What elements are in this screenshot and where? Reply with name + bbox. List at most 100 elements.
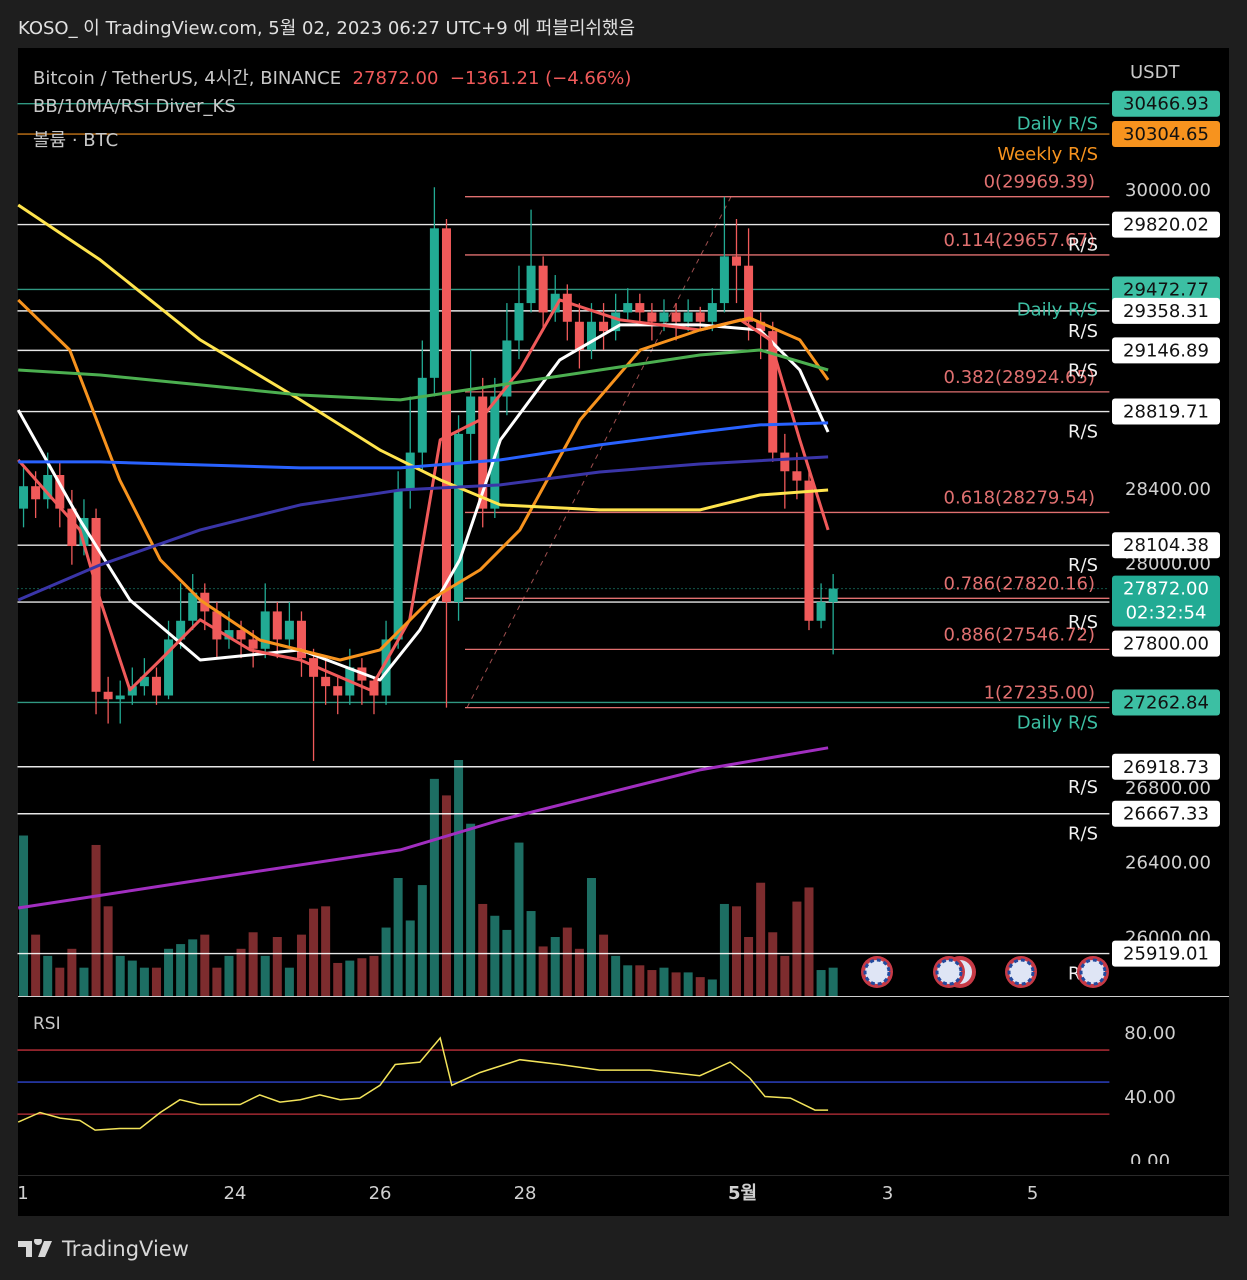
volume-bar <box>562 927 572 996</box>
candle-body <box>502 340 512 397</box>
volume-bar <box>151 967 161 996</box>
level-note: R/S <box>1068 235 1098 256</box>
rsi-axis-mask <box>1112 1164 1229 1175</box>
candle-body <box>127 686 137 696</box>
candle-body <box>224 630 234 640</box>
candle-body <box>707 303 717 322</box>
level-note: Daily R/S <box>1017 114 1098 135</box>
candle-body <box>683 312 693 322</box>
volume-bar <box>599 934 609 996</box>
volume-bar <box>393 878 403 996</box>
level-note: R/S <box>1068 321 1098 342</box>
volume-bar <box>611 955 621 996</box>
candle-body <box>611 312 621 332</box>
header: KOSO_ 이 TradingView.com, 5월 02, 2023 06:… <box>18 18 636 39</box>
volume-bar <box>574 948 584 996</box>
volume-bar <box>792 901 802 996</box>
candle-body <box>309 658 319 677</box>
volume-bar <box>188 939 198 996</box>
level-tag-label: 29358.31 <box>1123 301 1209 322</box>
candle-body <box>574 321 584 350</box>
level-note: R/S <box>1068 824 1098 845</box>
candle-body <box>526 265 536 304</box>
candle-body <box>369 680 379 696</box>
level-tag <box>1112 297 1220 324</box>
level-tag-label: 27262.84 <box>1123 692 1209 713</box>
candle-body <box>816 602 826 621</box>
volume-bar <box>683 972 693 996</box>
fib-label: 0.886(27546.72) <box>944 624 1095 645</box>
candle-body <box>67 508 77 547</box>
rsi-tick-label: 40.00 <box>1124 1087 1176 1108</box>
y-tick-label: 28000.00 <box>1125 554 1211 575</box>
fib-label: 0.618(28279.54) <box>944 487 1095 508</box>
level-note: Daily R/S <box>1017 712 1098 733</box>
volume-bar <box>19 835 29 996</box>
candle-body <box>731 256 741 266</box>
volume-bar <box>466 823 476 996</box>
ma-line <box>18 421 829 470</box>
volume-bar <box>369 955 379 996</box>
candle-body <box>647 312 657 322</box>
y-tick-label: 26800.00 <box>1125 778 1211 799</box>
event-icons[interactable] <box>861 956 1109 988</box>
volume-bar <box>429 778 439 996</box>
level-tag-label: 29820.02 <box>1123 215 1209 236</box>
candle-body <box>260 611 270 649</box>
level-note: Daily R/S <box>1017 299 1098 320</box>
volume-bar <box>804 887 814 996</box>
candle-body <box>695 312 705 322</box>
fib-label: 1(27235.00) <box>984 683 1095 704</box>
candle-body <box>478 396 488 509</box>
candle-body <box>780 452 790 472</box>
candle-body <box>79 517 89 547</box>
candle-body <box>550 293 560 313</box>
level-tag <box>1112 90 1220 117</box>
candle-body <box>393 489 403 640</box>
volume-bar <box>671 972 681 996</box>
level-tag <box>1112 337 1220 364</box>
volume-bar <box>333 962 343 996</box>
candle-body <box>139 676 149 687</box>
volume-bar <box>357 958 367 996</box>
candle-body <box>454 433 464 603</box>
level-tag <box>1112 276 1220 303</box>
level-tag-label: 26667.33 <box>1123 804 1209 825</box>
fib-label: 0.382(28924.65) <box>944 367 1095 388</box>
volume-bar <box>164 948 174 996</box>
level-tag-label: 29472.77 <box>1123 279 1209 300</box>
candle-body <box>236 630 246 640</box>
candle-body <box>417 377 427 453</box>
candle-body <box>296 620 306 659</box>
candle-body <box>151 676 161 696</box>
candle-body <box>804 480 814 621</box>
volume-bar <box>707 979 717 996</box>
volume-bar <box>139 967 149 996</box>
last-price-tag <box>1112 575 1220 627</box>
ma-line <box>17 455 829 602</box>
ma-line <box>17 298 830 662</box>
candle-body <box>562 293 572 322</box>
last-price: 27872.00 <box>352 68 439 89</box>
candle-body <box>55 475 65 509</box>
candle-body <box>538 265 548 313</box>
level-tag <box>1112 532 1220 559</box>
volume-bar <box>550 937 560 996</box>
volume-bar <box>43 955 53 996</box>
candle-body <box>599 321 609 332</box>
volume-bar <box>478 903 488 996</box>
level-note: Weekly R/S <box>997 144 1098 165</box>
fib-label: 0.114(29657.67) <box>944 230 1095 251</box>
level-tag-label: 27800.00 <box>1123 634 1209 655</box>
candle-body <box>586 321 596 350</box>
candle-body <box>103 691 113 700</box>
volume-bar <box>321 906 331 996</box>
countdown: 02:32:54 <box>1126 603 1207 624</box>
volume-bar <box>103 906 113 996</box>
volume-bar <box>260 955 270 996</box>
brand: TradingView <box>18 1237 189 1261</box>
level-tag <box>1112 121 1220 148</box>
symbol-legend: Bitcoin / TetherUS, 4시간, BINANCE 27872.0… <box>33 64 631 90</box>
